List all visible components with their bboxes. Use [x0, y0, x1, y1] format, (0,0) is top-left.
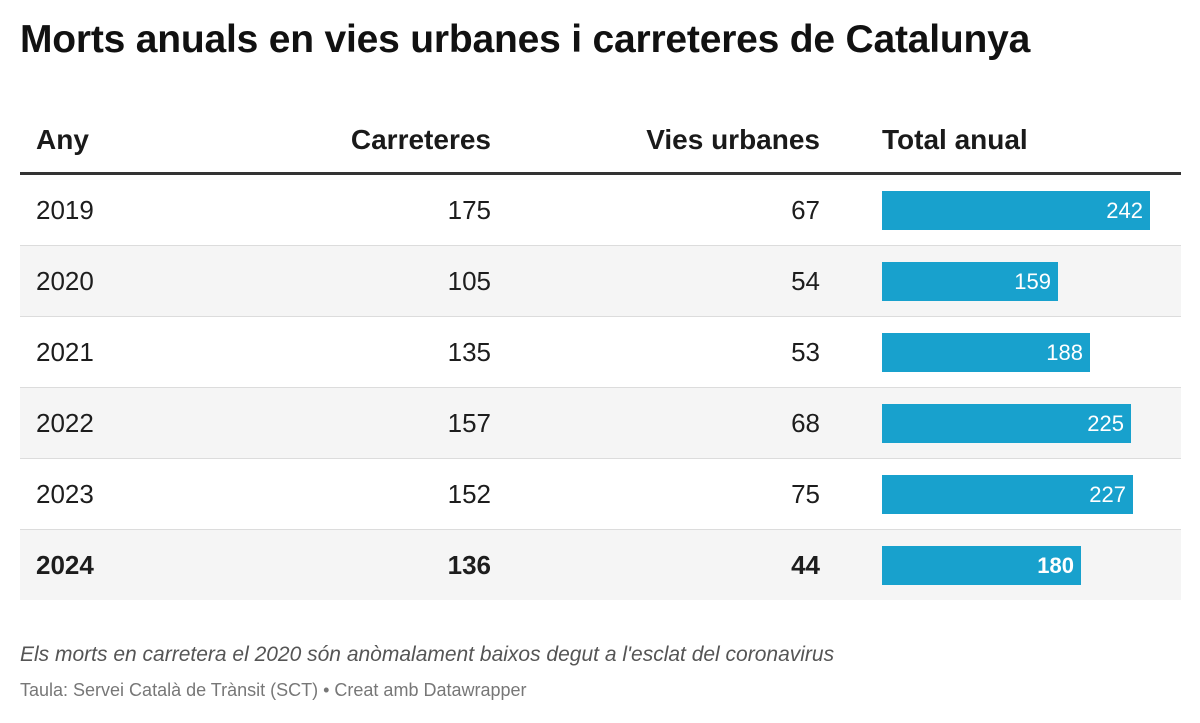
cell-roads: 135: [447, 337, 491, 367]
cell-urban: 68: [791, 408, 820, 438]
header-urban[interactable]: Vies urbanes: [646, 124, 820, 155]
source-line: Taula: Servei Català de Trànsit (SCT) • …: [20, 680, 527, 700]
table-row: 2024 136 44 180: [20, 530, 1181, 600]
cell-year: 2023: [36, 479, 94, 509]
header-roads[interactable]: Carreteres: [350, 124, 491, 155]
total-bar-label: 180: [1037, 553, 1074, 578]
total-bar: 242: [882, 191, 1150, 230]
chart-title: Morts anuals en vies urbanes i carretere…: [20, 18, 1031, 61]
cell-roads: 105: [447, 266, 491, 296]
total-bar-label: 242: [1106, 198, 1143, 223]
cell-total: 227: [882, 475, 1162, 514]
total-bar: 227: [882, 475, 1133, 514]
table-row: 2022 157 68 225: [20, 388, 1181, 459]
header-year[interactable]: Any: [36, 124, 89, 155]
cell-year: 2019: [36, 195, 94, 225]
cell-year: 2024: [36, 550, 94, 580]
table-row: 2023 152 75 227: [20, 459, 1181, 530]
cell-year: 2021: [36, 337, 94, 367]
table-row: 2020 105 54 159: [20, 246, 1181, 317]
table-body: 2019 175 67 242 2020 105 54 159 2021 135 53 188 2022…: [20, 175, 1181, 600]
cell-total: 225: [882, 404, 1162, 443]
cell-total: 159: [882, 262, 1162, 301]
cell-roads: 136: [447, 550, 491, 580]
total-bar: 159: [882, 262, 1058, 301]
cell-urban: 44: [791, 550, 820, 580]
cell-year: 2022: [36, 408, 94, 438]
total-bar: 188: [882, 333, 1090, 372]
cell-year: 2020: [36, 266, 94, 296]
cell-urban: 75: [791, 479, 820, 509]
cell-urban: 67: [791, 195, 820, 225]
total-bar-label: 188: [1046, 340, 1083, 365]
footnote: Els morts en carretera el 2020 són anòma…: [20, 643, 835, 666]
cell-urban: 53: [791, 337, 820, 367]
cell-roads: 175: [447, 195, 491, 225]
header-total[interactable]: Total anual: [882, 124, 1028, 155]
table-row: 2021 135 53 188: [20, 317, 1181, 388]
total-bar: 225: [882, 404, 1131, 443]
data-table: Any Carreteres Vies urbanes Total anual …: [20, 104, 1181, 600]
cell-total: 180: [882, 546, 1162, 585]
cell-roads: 152: [447, 479, 491, 509]
total-bar: 180: [882, 546, 1081, 585]
total-bar-label: 159: [1014, 269, 1051, 294]
total-bar-label: 227: [1089, 482, 1126, 507]
cell-total: 242: [882, 191, 1162, 230]
table-row: 2019 175 67 242: [20, 175, 1181, 246]
cell-urban: 54: [791, 266, 820, 296]
cell-roads: 157: [447, 408, 491, 438]
cell-total: 188: [882, 333, 1162, 372]
table-header: Any Carreteres Vies urbanes Total anual: [20, 104, 1181, 175]
total-bar-label: 225: [1087, 411, 1124, 436]
